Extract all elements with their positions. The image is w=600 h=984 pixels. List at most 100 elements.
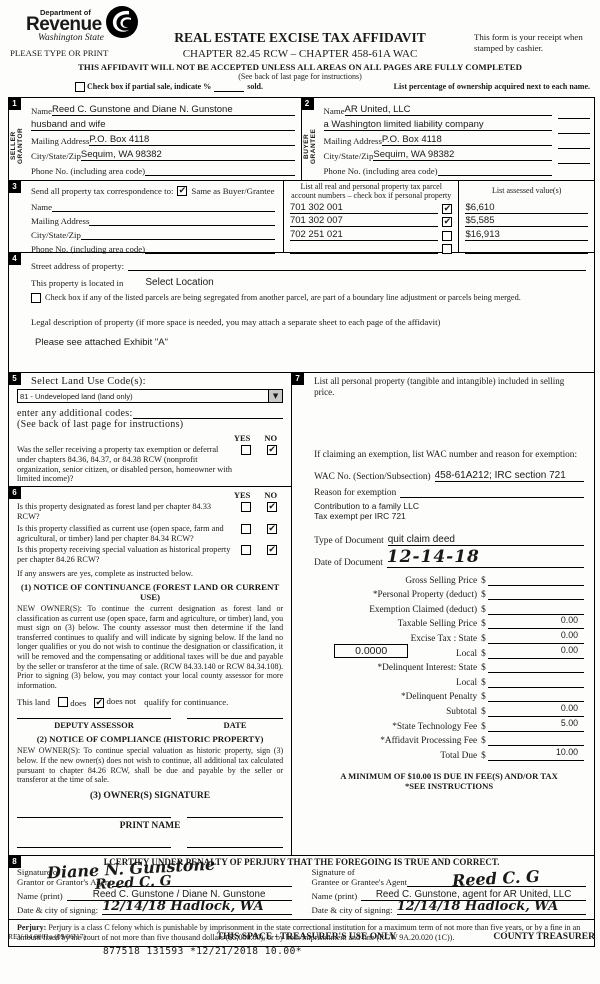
forest-no-checkbox[interactable]: ✔ [267,502,278,513]
location-select[interactable]: Select Location [145,277,214,288]
grantee-name-print-field[interactable]: Reed C. Gunstone, agent for AR United, L… [361,889,586,901]
partial-sale-label: Check box if partial sale, indicate % [87,82,212,91]
money-amount[interactable] [578,688,584,698]
type-of-document-field[interactable]: quit claim deed [387,534,584,546]
money-label: Subtotal [446,706,478,717]
money-amount[interactable]: 0.00 [560,702,578,713]
owner-signature-field[interactable] [186,816,284,819]
seller-name-field[interactable]: Reed C. Gunstone and Diane N. Gunstone [52,104,295,116]
buyer-phone-field[interactable] [437,175,552,176]
date-line: DATE [186,718,284,730]
parcel-header: List all real and personal property tax … [291,182,452,200]
corr-csz-field[interactable] [80,239,275,240]
buyer-mailing-field[interactable]: P.O. Box 4118 [381,134,552,146]
money-amount[interactable]: 0.00 [560,629,578,640]
parcel-number-field[interactable]: 701 302 001 [289,202,439,214]
deferral-no-checkbox[interactable]: ✔ [267,445,278,455]
same-as-buyer-checkbox[interactable]: ✔ [177,186,188,196]
grantee-signature-field[interactable] [407,877,586,887]
grantee-date-city-field[interactable]: 12/14/18 Hadlock, WA [396,899,586,915]
parcel-number-field[interactable] [289,253,439,254]
money-amount[interactable]: 10.00 [555,746,578,757]
money-amount[interactable] [578,572,584,582]
grantee-signature-block: Reed C. G Signature of Grantee or Grante… [311,866,586,915]
money-amount[interactable] [578,674,584,684]
grantor-date-city-label: Date & city of signing: [17,904,99,915]
buyer-csz-field[interactable]: Sequim, WA 98382 [373,149,552,161]
corr-csz-label: City/State/Zip [31,230,81,240]
assessed-value-field[interactable] [465,253,588,254]
current-use-no-checkbox[interactable]: ✔ [267,523,278,534]
partial-sale-checkbox[interactable] [75,82,85,92]
current-use-yes-checkbox[interactable] [241,523,252,534]
date-of-document-field[interactable]: 12-14-18 [386,547,584,568]
corr-mailing-field[interactable] [89,225,275,226]
corr-phone-field[interactable] [145,253,275,254]
money-label: Local [455,648,478,659]
seller-phone-field[interactable] [145,175,295,176]
grantor-signature-field[interactable] [111,877,292,887]
corr-name-field[interactable] [52,211,275,212]
additional-codes-label: enter any additional codes: [17,408,133,419]
grantor-date-city-field[interactable]: 12/14/18 Hadlock, WA [102,899,292,915]
notice1-title: (1) NOTICE OF CONTINUANCE (FOREST LAND O… [20,581,280,602]
legal-description-value[interactable]: Please see attached Exhibit "A" [35,337,168,348]
print-name-field[interactable] [186,846,284,849]
notice2-title: (2) NOTICE OF COMPLIANCE (HISTORIC PROPE… [36,734,264,745]
seller-mailing-label: Mailing Address [31,136,90,146]
notice2-body: NEW OWNER(S): To continue special valuat… [17,746,284,785]
money-amount[interactable]: 0.00 [560,615,578,626]
money-label: Exemption Claimed (deduct) [369,604,478,615]
print-name-field[interactable] [17,846,171,849]
forest-land-question: Is this property designated as forest la… [17,502,211,521]
assessed-value-field[interactable]: $16,913 [465,229,588,241]
seller-mailing-field[interactable]: P.O. Box 4118 [89,134,295,146]
money-amount[interactable] [578,659,584,669]
money-amount[interactable] [578,586,584,596]
assessed-value-field[interactable]: $5,585 [465,215,588,227]
partial-sale-percent-field[interactable] [214,82,245,92]
land-use-dropdown[interactable]: 81 - Undeveloped land (land only) ▼ [17,389,284,403]
percent-field[interactable] [558,134,590,149]
wac-field[interactable]: 458-61A212; IRC section 721 [434,470,584,482]
seller-name2-field[interactable]: husband and wife [31,119,295,131]
segregated-checkbox[interactable] [31,293,41,303]
forest-yes-checkbox[interactable] [241,502,252,513]
deferral-yes-checkbox[interactable] [241,445,252,455]
personal-property-checkbox[interactable] [442,244,453,254]
percent-field[interactable] [558,119,590,134]
street-address-label: Street address of property: [31,261,125,271]
personal-property-checkbox[interactable] [442,230,453,241]
grantor-name-print-field[interactable]: Reed C. Gunstone / Diane N. Gunstone [66,889,292,901]
personal-property-checkbox[interactable]: ✔ [442,203,453,214]
warning-line: THIS AFFIDAVIT WILL NOT BE ACCEPTED UNLE… [78,62,522,72]
money-amount[interactable]: 0.00 [560,644,578,655]
personal-property-checkbox[interactable]: ✔ [442,217,453,227]
if-any-note: If any answers are yes, complete as inst… [17,568,193,578]
historic-no-checkbox[interactable]: ✔ [267,545,278,556]
percent-field[interactable] [558,104,590,119]
percent-field[interactable] [558,149,590,164]
notice1-body: NEW OWNER(S): To continue the current de… [17,603,284,690]
reason-field[interactable] [400,497,584,498]
local-rate-box[interactable]: 0.0000 [334,643,409,658]
dropdown-arrow-icon[interactable]: ▼ [268,390,283,402]
does-not-checkbox[interactable]: ✔ [94,698,105,709]
this-land-label: This land [17,697,50,708]
buyer-name-field[interactable]: AR United, LLC [344,104,552,116]
does-checkbox[interactable] [57,696,68,707]
street-address-field[interactable] [128,270,586,271]
historic-yes-checkbox[interactable] [241,545,252,556]
form-footer: REV 84 0001a (09/06/17) THIS SPACE - TRE… [8,932,595,957]
seller-csz-field[interactable]: Sequim, WA 98382 [80,149,295,161]
money-amount[interactable]: 5.00 [560,717,578,728]
additional-codes-field[interactable] [132,418,284,419]
owner-signature-field[interactable] [17,816,171,819]
grantee-name-print-label: Name (print) [311,890,358,901]
parcel-number-field[interactable]: 702 251 021 [289,229,439,241]
buyer-name2-field[interactable]: a Washington limited liability company [323,119,552,131]
parcel-number-field[interactable]: 701 302 007 [289,215,439,227]
money-amount[interactable] [578,601,584,611]
assessed-value-field[interactable]: $6,610 [465,202,588,214]
money-amount[interactable] [578,732,584,742]
